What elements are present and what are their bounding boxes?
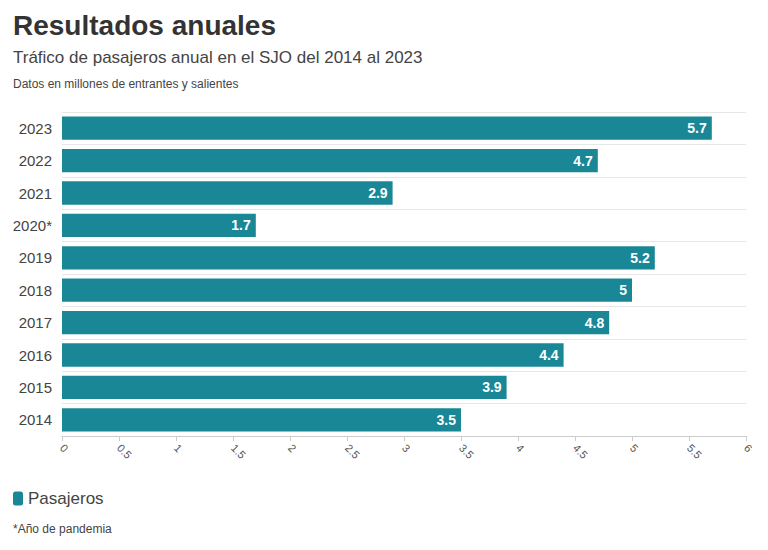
svg-text:5.2: 5.2: [630, 250, 650, 266]
svg-text:*Año de pandemia: *Año de pandemia: [13, 522, 112, 536]
svg-text:2.9: 2.9: [368, 185, 388, 201]
svg-text:Tráfico de pasajeros anual en: Tráfico de pasajeros anual en el SJO del…: [13, 48, 423, 67]
svg-text:1: 1: [172, 442, 185, 455]
svg-text:5.7: 5.7: [687, 120, 707, 136]
svg-text:5.5: 5.5: [685, 442, 704, 461]
svg-text:2015: 2015: [19, 379, 52, 396]
svg-text:5: 5: [628, 442, 641, 455]
svg-text:2023: 2023: [19, 120, 52, 137]
svg-text:1.7: 1.7: [231, 217, 251, 233]
svg-text:3.5: 3.5: [457, 442, 476, 461]
svg-text:2021: 2021: [19, 185, 52, 202]
svg-text:4.7: 4.7: [573, 153, 593, 169]
svg-text:2014: 2014: [19, 411, 52, 428]
svg-text:4: 4: [514, 442, 527, 455]
svg-text:Resultados anuales: Resultados anuales: [13, 10, 276, 41]
svg-text:Datos en millones de entrantes: Datos en millones de entrantes y salient…: [13, 77, 238, 91]
svg-text:2017: 2017: [19, 314, 52, 331]
svg-text:2: 2: [286, 442, 299, 455]
svg-text:2020*: 2020*: [13, 217, 52, 234]
svg-text:3.5: 3.5: [437, 412, 457, 428]
svg-text:0.5: 0.5: [115, 442, 134, 461]
svg-text:Pasajeros: Pasajeros: [28, 489, 104, 508]
svg-text:4.5: 4.5: [571, 442, 590, 461]
svg-text:1.5: 1.5: [229, 442, 248, 461]
svg-text:2019: 2019: [19, 249, 52, 266]
svg-text:3.9: 3.9: [482, 379, 502, 395]
svg-text:0: 0: [58, 442, 71, 455]
svg-text:5: 5: [619, 282, 627, 298]
svg-text:3: 3: [400, 442, 413, 455]
svg-text:2018: 2018: [19, 282, 52, 299]
svg-text:2.5: 2.5: [343, 442, 362, 461]
svg-text:6: 6: [742, 442, 755, 455]
svg-text:4.8: 4.8: [585, 315, 605, 331]
svg-text:4.4: 4.4: [539, 347, 559, 363]
svg-text:2016: 2016: [19, 347, 52, 364]
svg-text:2022: 2022: [19, 152, 52, 169]
